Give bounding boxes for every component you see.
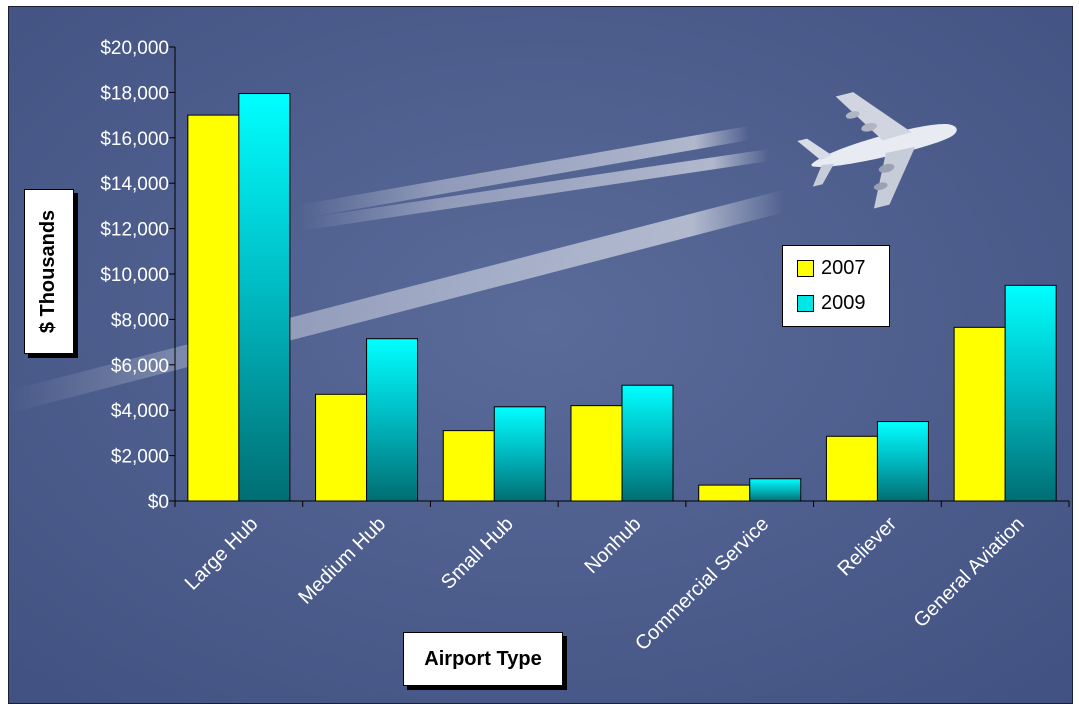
bar-2007-large-hub xyxy=(187,114,240,502)
legend-label-2007: 2007 xyxy=(821,256,866,279)
y-tick-label: $0 xyxy=(148,492,169,513)
y-tick-label: $20,000 xyxy=(100,38,169,59)
bar-2009-small-hub xyxy=(493,406,546,502)
bar-2009-medium-hub xyxy=(366,338,419,502)
chart-frame: $0 $2,000 $4,000 $6,000 $8,000 $10,000 $12,000… xyxy=(8,6,1073,704)
y-tick-label: $16,000 xyxy=(100,129,169,150)
bar-2007-medium-hub xyxy=(315,393,368,502)
legend-item-2007: 2007 xyxy=(797,256,866,280)
bar-2007-nonhub xyxy=(570,405,623,502)
y-tick-label: $8,000 xyxy=(111,310,169,331)
bar-2007-small-hub xyxy=(442,430,495,502)
y-tick-label: $10,000 xyxy=(100,265,169,286)
legend-label-2009: 2009 xyxy=(821,291,866,314)
bar-2009-large-hub xyxy=(238,93,291,502)
bar-2007-commercial-service xyxy=(698,484,751,502)
bar-2009-nonhub xyxy=(621,384,674,502)
y-axis-label: $ Thousands xyxy=(37,209,60,334)
y-tick-label: $12,000 xyxy=(100,220,169,241)
bar-2007-general-aviation xyxy=(953,326,1006,502)
legend-item-2009: 2009 xyxy=(797,291,866,315)
y-tick-label: $2,000 xyxy=(111,447,169,468)
y-tick-label: $18,000 xyxy=(100,83,169,104)
legend: 2007 2009 xyxy=(782,245,890,327)
contrails xyxy=(9,126,795,413)
airplane-image xyxy=(797,92,957,209)
x-axis-label-box: Airport Type xyxy=(403,632,563,686)
y-tick-label: $4,000 xyxy=(111,401,169,422)
bar-2007-reliever xyxy=(825,435,878,502)
y-tick-label: $14,000 xyxy=(100,174,169,195)
bar-2009-commercial-service xyxy=(749,478,802,502)
bar-chart: $0 $2,000 $4,000 $6,000 $8,000 $10,000 $12,000… xyxy=(9,7,1072,703)
x-axis-label: Airport Type xyxy=(424,647,542,670)
y-tick-label: $6,000 xyxy=(111,356,169,377)
legend-swatch-2009 xyxy=(797,294,814,312)
bar-2009-reliever xyxy=(876,421,929,502)
bar-2009-general-aviation xyxy=(1004,284,1057,502)
y-axis-label-box: $ Thousands xyxy=(24,189,74,354)
legend-swatch-2007 xyxy=(797,259,814,277)
